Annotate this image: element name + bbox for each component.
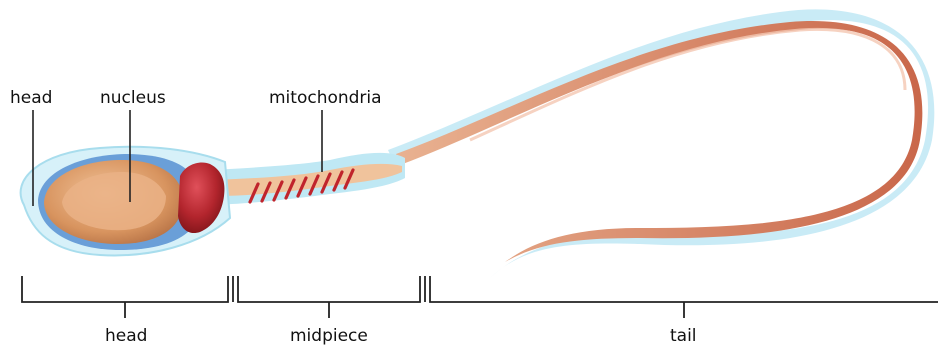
bracket-tail [429,276,938,303]
nucleus-shape [62,172,166,231]
tail-highlight [469,27,907,142]
label-midpiece: midpiece [290,326,368,346]
midpiece-body [215,163,402,196]
bracket-head [21,276,229,303]
neck-centriole [178,162,225,234]
label-head-top: head [10,88,53,108]
tail-core [396,21,923,262]
mitochondria-bands [248,168,355,204]
label-mitochondria: mitochondria [269,88,382,108]
bottom-brackets [21,276,938,318]
bracket-midpiece [237,276,421,303]
label-nucleus: nucleus [100,88,166,108]
label-head-bottom: head [105,326,148,346]
pointer-lines [32,110,323,206]
label-tail: tail [670,326,697,346]
